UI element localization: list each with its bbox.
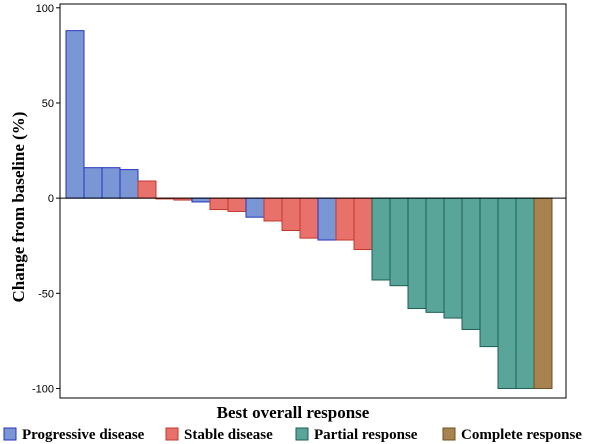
x-axis-title: Best overall response (217, 403, 370, 422)
bar-10 (227, 197, 247, 212)
legend-swatch (442, 427, 456, 441)
bar-2 (83, 167, 103, 199)
bar-25 (497, 197, 517, 389)
bar-27 (533, 197, 553, 389)
bar-13 (281, 197, 301, 232)
bar-20 (407, 197, 427, 310)
legend-swatch (165, 427, 179, 441)
legend-item: Progressive disease (3, 427, 145, 443)
bars-layer (65, 30, 553, 389)
bar-3 (101, 167, 121, 199)
y-tick-label: -50 (38, 288, 54, 300)
bar-5 (137, 180, 157, 199)
legend-item: Complete response (442, 427, 582, 443)
bar-24 (479, 197, 499, 348)
bar-11 (245, 197, 265, 218)
legend: Progressive disease Stable disease Partial… (3, 427, 582, 443)
legend-label: Partial response (314, 427, 418, 443)
bar-26 (515, 197, 535, 389)
legend-label: Complete response (461, 427, 582, 443)
bar-4 (119, 169, 139, 199)
bar-15 (317, 197, 337, 241)
bar-18 (371, 197, 391, 281)
plot-frame (59, 3, 567, 399)
legend-label: Progressive disease (22, 427, 145, 443)
bar-19 (389, 197, 409, 287)
bar-21 (425, 197, 445, 313)
legend-label: Stable disease (184, 427, 273, 443)
bar-17 (353, 197, 373, 251)
bar-1 (65, 30, 85, 199)
legend-item: Stable disease (165, 427, 273, 443)
bar-8 (191, 197, 211, 203)
bar-14 (299, 197, 319, 239)
legend-item: Partial response (295, 427, 418, 443)
y-tick-label: 50 (42, 98, 54, 110)
bar-12 (263, 197, 283, 222)
y-axis-title: Change from baseline (%) (9, 112, 28, 303)
legend-swatch (3, 427, 17, 441)
bar-22 (443, 197, 463, 319)
bar-16 (335, 197, 355, 241)
bar-23 (461, 197, 481, 330)
y-axis-ticks: -100 -50 0 50 100 (32, 3, 60, 395)
y-tick-label: 100 (36, 3, 54, 15)
y-tick-label: 0 (48, 193, 54, 205)
bar-9 (209, 197, 229, 211)
y-tick-label: -100 (32, 383, 54, 395)
legend-swatch (295, 427, 309, 441)
